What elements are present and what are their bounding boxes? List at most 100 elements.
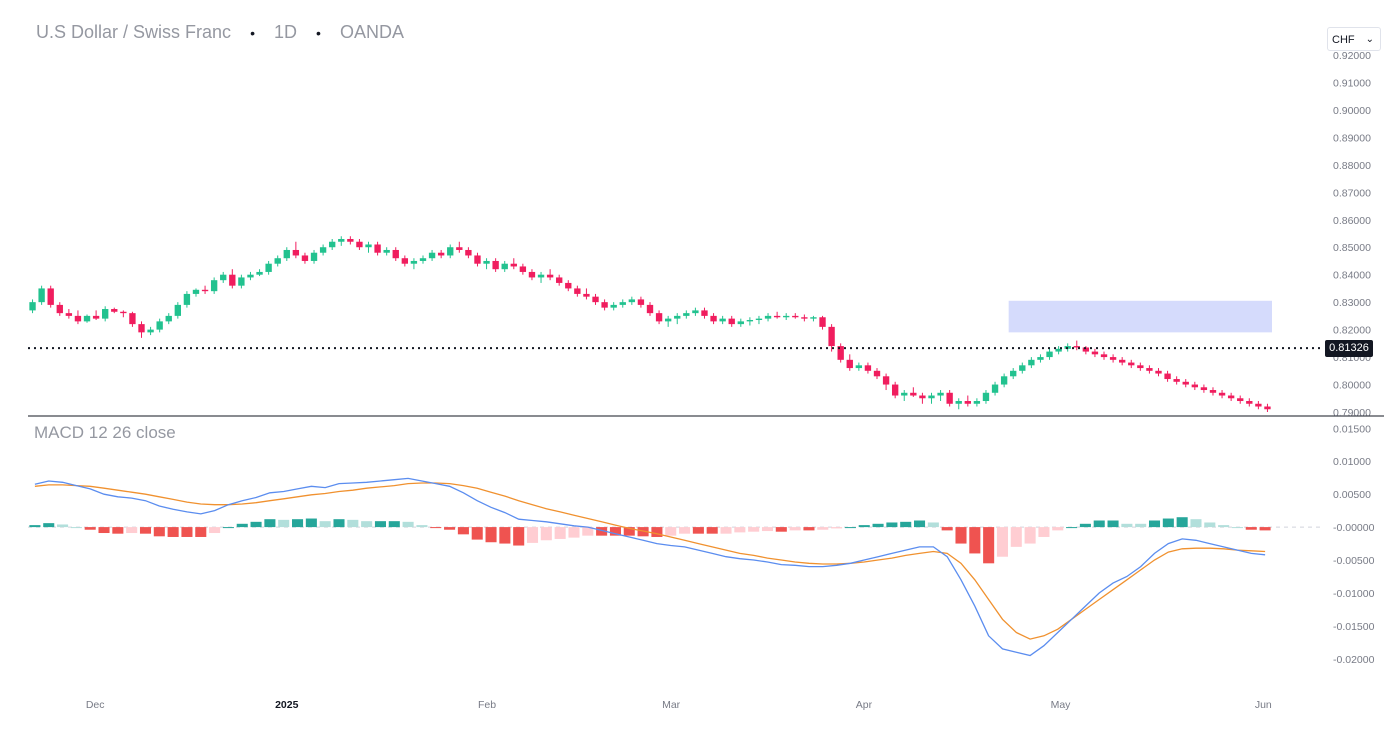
candle-body [465,249,472,256]
candle [592,293,599,305]
candle [1000,373,1008,388]
candle-body [528,271,536,278]
candle-body [365,244,372,248]
interval-label[interactable]: 1D [273,22,297,42]
candle [610,302,617,311]
macd-histogram-bar [955,527,967,544]
candle [1073,340,1080,351]
macd-histogram-bar [983,527,995,564]
candle [165,313,172,325]
candle-body [483,260,490,264]
price-tick-label: 0.83000 [1333,297,1371,309]
candle [901,390,908,402]
currency-selector[interactable]: CHF ⌄ [1327,27,1381,51]
macd-histogram-bar [1024,527,1036,544]
macd-histogram-bar [596,527,608,536]
time-tick-label: Dec [86,699,105,711]
candle [855,362,863,371]
range-highlight-box [1008,300,1272,333]
macd-histogram-bar [457,527,469,535]
macd-histogram-bar [181,527,193,537]
macd-histogram-bar [526,527,539,543]
macd-tick-label: -0.02000 [1333,654,1375,666]
macd-histogram-bar [692,527,704,534]
candle [29,299,36,314]
candle [910,387,917,397]
candle [737,318,744,327]
candle [410,258,418,270]
candle [1010,368,1017,380]
time-tick-label: May [1051,699,1072,711]
macd-signal-line [34,482,1266,640]
macd-histogram-bar [333,519,345,528]
candle-body [991,384,999,393]
price-tick-label: 0.91000 [1333,77,1371,89]
candle [837,343,844,363]
macd-histogram-bar [803,527,815,531]
candle [183,291,191,308]
candle-body [201,289,209,292]
candle [138,321,145,338]
price-tick-label: 0.80000 [1333,380,1371,392]
macd-indicator-label[interactable]: MACD 12 26 close [34,423,176,442]
macd-histogram-bar [831,527,843,529]
macd-histogram-bar [70,527,82,529]
candle-body [973,401,981,404]
candle [728,315,735,327]
candle-body [1227,395,1235,399]
candle-body [102,309,109,319]
candle-body [864,365,872,371]
candle-body [1010,370,1017,377]
candle-body [773,315,781,318]
candle [383,247,390,256]
candle [601,299,608,311]
macd-histogram-bar [1079,523,1091,528]
time-tick-label: Jun [1255,699,1272,711]
candle [501,260,508,272]
candle-body [565,282,572,289]
candle-body [1218,392,1226,396]
macd-histogram-bar [720,527,732,534]
candle-body [719,318,726,322]
candle-body [882,376,890,385]
macd-histogram-bar [734,527,746,533]
candle [574,285,581,297]
candle [510,258,517,270]
candle [1146,365,1153,374]
candle [646,302,654,316]
candle-body [1000,376,1008,385]
macd-histogram-bar [623,527,635,536]
macd-histogram-bar [1259,527,1271,531]
candle-body [546,274,554,278]
candle-body [592,296,599,303]
candle-body [574,288,581,294]
candle [56,302,63,316]
macd-histogram-bar [858,525,870,528]
macd-histogram-bar [236,523,248,528]
macd-histogram-bar [57,524,69,528]
candle-body [783,315,790,318]
time-tick-label: Apr [856,699,873,711]
candle [1255,401,1262,410]
candle-body [447,247,454,256]
candle [292,241,300,259]
macd-histogram-bar [651,527,663,537]
candle-body [637,299,645,305]
candle [365,241,372,253]
price-tick-label: 0.85000 [1333,242,1371,254]
candle [111,307,118,314]
candle-body [1237,398,1244,402]
candle-body [165,315,172,322]
macd-tick-label: -0.01500 [1333,621,1375,633]
candle [755,315,763,325]
macd-histogram-bar [554,527,566,539]
candle [973,398,981,407]
candle [1173,376,1180,385]
macd-histogram-bar [540,527,552,541]
candle [174,302,182,319]
candle [873,368,881,380]
candle-body [374,244,381,253]
macd-histogram-bar [1148,520,1161,528]
candle-body [701,310,708,316]
